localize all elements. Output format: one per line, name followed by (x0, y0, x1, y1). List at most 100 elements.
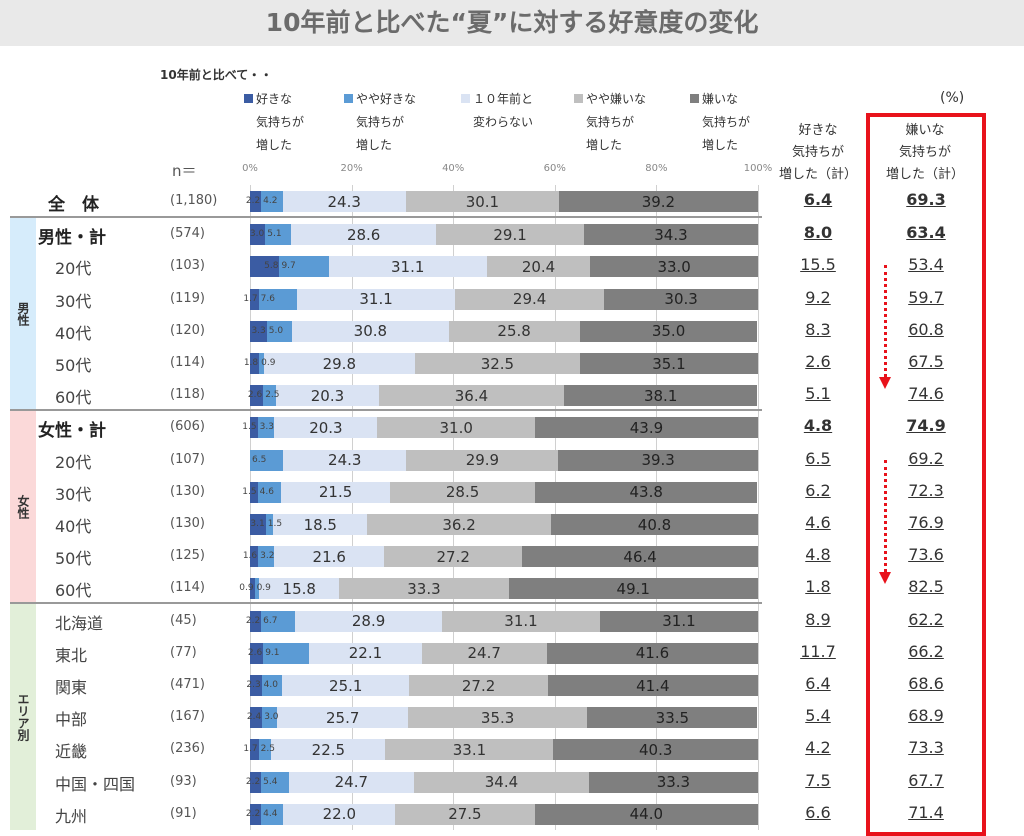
data-label: 30.1 (465, 192, 500, 211)
table-row: 東北 (77) 2.6 9.1 22.1 24.7 41.6 11.7 66.2 (0, 637, 1024, 669)
bar-segment-1 (250, 675, 262, 696)
data-label: 31.1 (359, 290, 393, 309)
data-label: 22.5 (311, 740, 346, 759)
chart-subtitle: 10年前と比べて・・ (160, 68, 273, 82)
bar-segment-3: 28.6 (291, 224, 437, 246)
bar-segment-4: 32.5 (414, 353, 580, 374)
data-label: 1.5 (267, 519, 283, 529)
stacked-bar: 0.9 0.9 15.8 33.3 49.1 (239, 578, 758, 600)
stacked-bar: 2.2 4.2 24.3 30.1 39.2 (246, 191, 758, 212)
x-tick-label: 100% (743, 163, 773, 174)
stacked-bar: 1.7 7.6 31.1 29.4 30.3 (243, 288, 758, 310)
row-n: (103) (170, 258, 205, 274)
data-label: 22.0 (322, 805, 356, 824)
stacked-bar: 2.6 2.5 20.3 36.4 38.1 (247, 385, 758, 407)
row-n: (114) (170, 355, 205, 370)
x-tick-label: 60% (543, 163, 566, 174)
table-row: 全 体 (1,180) 2.2 4.2 24.3 30.1 39.2 6.4 69.3 (0, 185, 1024, 217)
like-total: 4.8 (805, 545, 831, 565)
bar-segment-1 (250, 353, 260, 374)
bar-segment-2 (261, 610, 296, 632)
legend-item: やや嫌いな 気持ちが 増した (574, 88, 684, 157)
bar-segment-5: 49.1 (508, 578, 758, 600)
stacked-bar: 3.0 5.1 28.6 29.1 34.3 (250, 224, 758, 246)
bar-segment-1 (250, 514, 266, 535)
bar-segment-4: 36.2 (367, 514, 551, 535)
bar-segment-3: 28.9 (295, 610, 442, 632)
legend-swatch-icon (461, 94, 470, 103)
data-label: 1.5 (242, 486, 257, 497)
bar-segment-1 (250, 288, 259, 310)
data-label: 21.5 (318, 483, 353, 502)
bar-segment-1 (250, 739, 259, 761)
divider (10, 216, 762, 218)
legend-line: 嫌いな (690, 88, 800, 111)
data-label: 28.5 (445, 483, 480, 502)
bar-segment-5: 46.4 (522, 546, 758, 568)
table-row: 30代 (130) 1.5 4.6 21.5 28.5 43.8 6.2 72.3 (0, 476, 1024, 508)
row-n: (471) (170, 677, 205, 692)
bar-segment-3: 25.1 (281, 675, 410, 696)
data-label: 21.6 (312, 547, 346, 566)
row-n: (125) (170, 548, 205, 564)
bar-segment-1 (250, 610, 262, 632)
data-label: 36.2 (442, 515, 476, 534)
table-row: 中国・四国 (93) 2.2 5.4 24.7 34.4 33.3 7.5 67.7 (0, 766, 1024, 798)
dislike-total: 62.2 (908, 609, 944, 629)
bar-segment-2 (266, 320, 293, 342)
data-label: 20.3 (310, 386, 345, 405)
dislike-total: 74.6 (908, 384, 944, 404)
data-label: 27.2 (461, 676, 496, 695)
data-label: 24.3 (328, 451, 362, 470)
legend-label: 増した (356, 138, 393, 152)
legend-swatch-icon (690, 94, 699, 103)
data-label: 24.7 (334, 773, 369, 792)
dislike-header-line: 嫌いな (905, 123, 945, 138)
bar-segment-5: 38.1 (563, 385, 758, 407)
dislike-total: 73.3 (908, 738, 944, 758)
row-n: (167) (170, 709, 205, 725)
legend-label: 気持ちが (256, 115, 305, 129)
data-label: 4.0 (263, 680, 278, 690)
bar-segment-5: 40.8 (550, 514, 759, 535)
data-label: 5.1 (267, 229, 282, 240)
legend-label: 気持ちが (702, 115, 751, 129)
dislike-total: 73.6 (908, 545, 944, 565)
bar-segment-3: 20.3 (274, 417, 378, 439)
trend-arrow-icon (879, 460, 891, 584)
stacked-bar: 5.8 9.7 31.1 20.4 33.0 (250, 256, 758, 278)
gridline (250, 185, 251, 830)
data-label: 3.1 (250, 519, 265, 529)
like-total: 4.8 (803, 416, 833, 436)
bar-segment-4: 29.4 (455, 288, 605, 310)
data-label: 33.1 (452, 740, 487, 759)
legend-swatch-icon (244, 94, 253, 103)
data-label: 6.7 (263, 615, 278, 626)
section-area: エリア別 (10, 604, 36, 830)
data-label: 40.8 (637, 515, 672, 534)
like-total: 8.3 (805, 319, 831, 339)
bar-segment-2 (250, 449, 284, 471)
stacked-bar: 2.3 4.0 25.1 27.2 41.4 (246, 675, 758, 696)
data-label: 7.6 (260, 293, 275, 304)
row-label: 男性・計 (38, 228, 106, 249)
bar-segment-3: 22.1 (309, 642, 422, 664)
legend-label: やや好きな (356, 92, 417, 106)
bar-segment-2 (261, 675, 282, 696)
table-row: 九州 (91) 2.2 4.4 22.0 27.5 44.0 6.6 71.4 (0, 798, 1024, 830)
table-row: 男性・計 (574) 3.0 5.1 28.6 29.1 34.3 8.0 63.4 (0, 218, 1024, 250)
like-total: 5.1 (805, 384, 831, 404)
bar-segment-2 (265, 514, 274, 535)
like-total: 1.8 (805, 577, 831, 597)
legend-label: 嫌いな (702, 92, 739, 106)
bar-segment-3: 21.6 (274, 546, 385, 568)
legend-label: 増した (586, 138, 623, 152)
bar-segment-2 (263, 385, 276, 407)
bar-segment-5: 43.8 (534, 481, 758, 503)
divider (10, 409, 762, 411)
bar-segment-1 (250, 191, 262, 212)
data-label: 2.6 (247, 390, 263, 401)
bar-segment-1 (250, 546, 259, 568)
data-label: 36.4 (454, 386, 489, 405)
bar-segment-5: 31.1 (599, 610, 758, 632)
